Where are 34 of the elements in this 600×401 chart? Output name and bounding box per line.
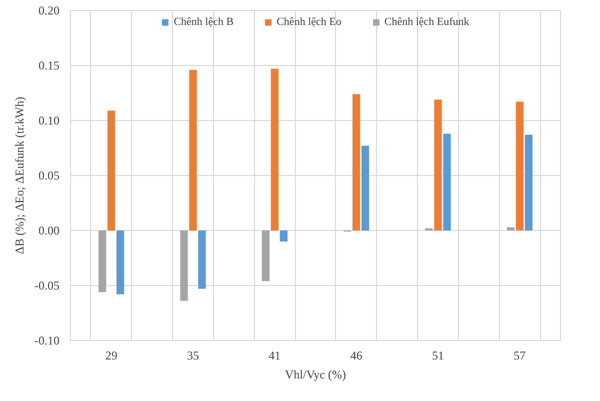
y-tick-label: 0.20 bbox=[38, 4, 60, 18]
x-axis-title: Vhl/Vyc (%) bbox=[285, 368, 346, 382]
x-tick-label: 29 bbox=[105, 348, 118, 362]
bar bbox=[180, 230, 188, 301]
bar bbox=[516, 102, 524, 230]
bar bbox=[189, 70, 197, 230]
bar bbox=[262, 230, 270, 282]
legend-label: Chênh lệch B bbox=[174, 16, 234, 28]
y-tick-label: -0.05 bbox=[34, 278, 60, 292]
bar bbox=[352, 94, 360, 230]
x-tick-label: 51 bbox=[432, 348, 444, 362]
y-tick-label: -0.10 bbox=[34, 334, 60, 348]
bar bbox=[198, 230, 206, 289]
bar bbox=[108, 110, 116, 230]
bar bbox=[524, 134, 532, 230]
y-tick-label: 0.10 bbox=[38, 114, 60, 128]
legend-label: Chênh lệch Eufunk bbox=[384, 16, 470, 28]
x-tick-label: 41 bbox=[268, 348, 281, 362]
bar bbox=[362, 146, 370, 230]
bar bbox=[506, 227, 514, 230]
y-tick-label: 0.05 bbox=[38, 168, 60, 182]
bar bbox=[270, 68, 278, 230]
bar bbox=[434, 100, 442, 230]
x-tick-label: 57 bbox=[514, 348, 526, 362]
x-tick-label: 35 bbox=[187, 348, 199, 362]
legend-label: Chênh lệch Eo bbox=[276, 16, 342, 28]
bar bbox=[280, 230, 288, 242]
x-tick-label: 46 bbox=[350, 348, 362, 362]
y-axis-title: ΔB (%); ΔEo; ΔEufunk (tr.kWh) bbox=[12, 96, 27, 254]
bar bbox=[443, 134, 451, 230]
bar bbox=[98, 230, 106, 292]
y-tick-label: 0.15 bbox=[38, 58, 60, 72]
bar bbox=[116, 230, 124, 294]
y-tick-label: 0.00 bbox=[38, 224, 60, 238]
